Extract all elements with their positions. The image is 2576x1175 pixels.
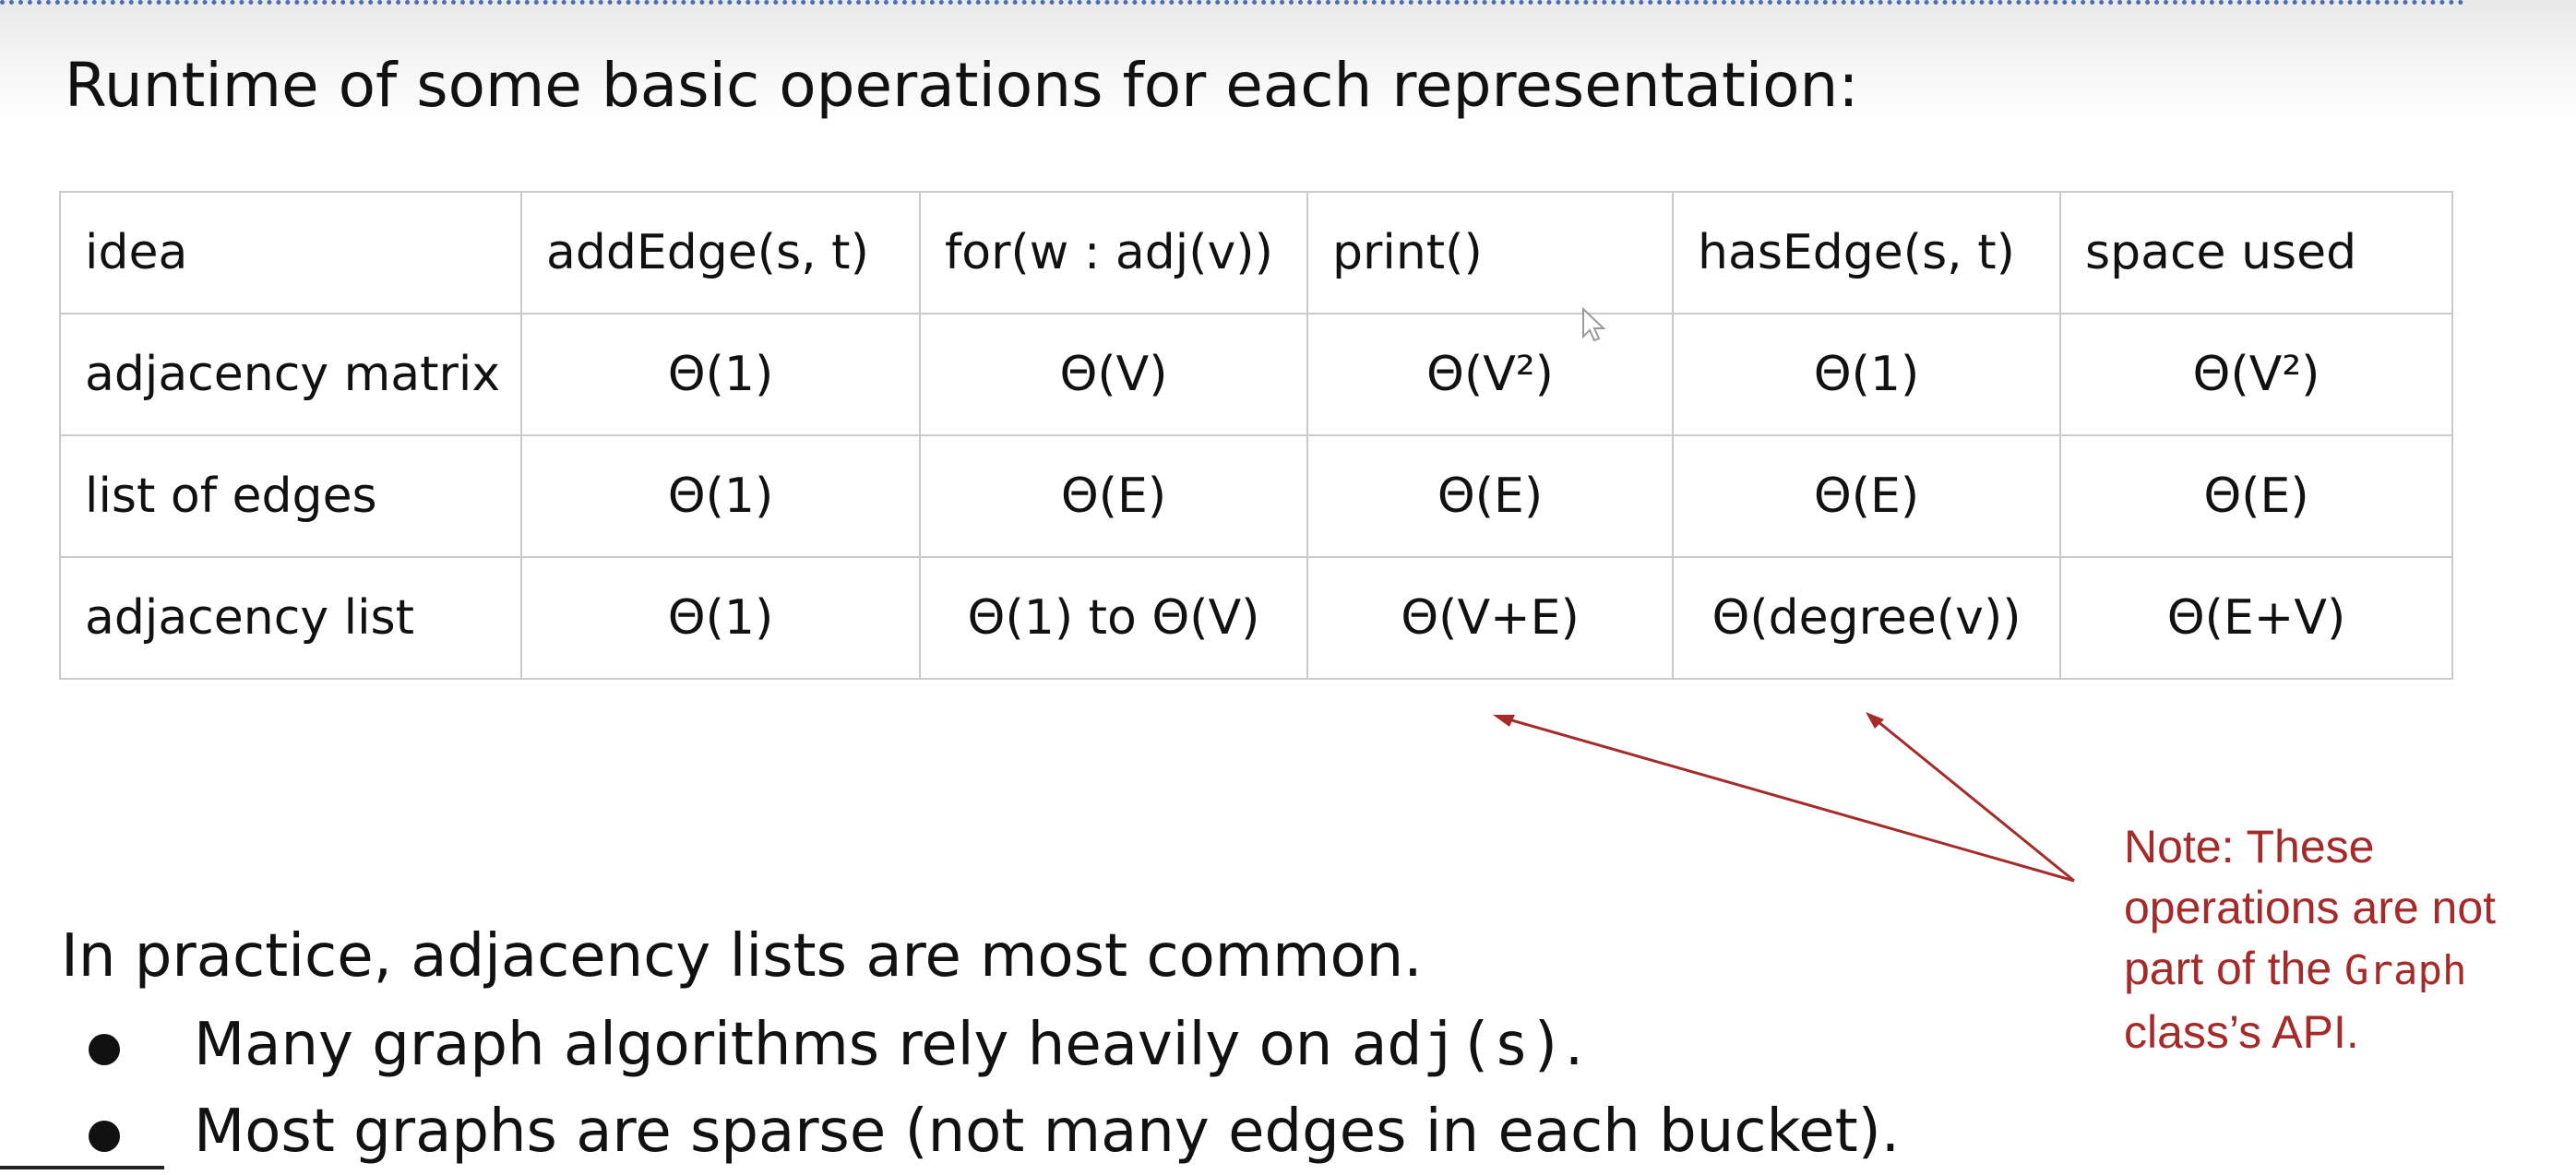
row-label: adjacency matrix	[59, 313, 522, 436]
header-cell: for(w : adj(v))	[919, 191, 1308, 315]
arrow-head	[1866, 712, 1884, 729]
bullet-item: Many graph algorithms rely heavily on ad…	[0, 1002, 1900, 1088]
dotted-rule	[0, 0, 2465, 5]
header-cell: hasEdge(s, t)	[1672, 191, 2061, 315]
table-cell: Θ(1)	[520, 313, 921, 436]
bullet-dot-icon	[89, 1121, 120, 1152]
table-cell: Θ(degree(v))	[1672, 556, 2061, 680]
table-cell: Θ(E)	[1672, 434, 2061, 558]
mouse-cursor-icon	[1582, 306, 1606, 342]
bullet-dot-icon	[89, 1034, 120, 1065]
table-cell: Θ(V)	[919, 313, 1308, 436]
header-cell: idea	[59, 191, 522, 315]
arrow-to-hasedge-column	[1872, 716, 2075, 883]
bullet-list: Many graph algorithms rely heavily on ad…	[0, 1002, 1900, 1175]
arrow-head	[1493, 715, 1515, 727]
note-text-end: class’s API.	[2124, 1006, 2359, 1058]
table-row: list of edges Θ(1) Θ(E) Θ(E) Θ(E) Θ(E)	[59, 434, 2453, 558]
slide-header-band	[0, 0, 2576, 120]
table-cell: Θ(1) to Θ(V)	[919, 556, 1308, 680]
table-cell: Θ(1)	[520, 556, 921, 680]
arrow-to-print-column	[1501, 716, 2075, 883]
note-text: Note: These operations are not part of t…	[2124, 821, 2497, 994]
table-cell: Θ(1)	[520, 434, 921, 558]
table-cell: Θ(E+V)	[2059, 556, 2453, 680]
header-cell: space used	[2059, 191, 2453, 315]
note-class-name: Graph	[2344, 947, 2467, 994]
slide-title: Runtime of some basic operations for eac…	[65, 50, 1859, 121]
bullet-text: Most graphs are sparse (not many edges i…	[194, 1098, 1901, 1166]
bottom-edge-bar	[0, 1166, 164, 1169]
row-label: list of edges	[59, 434, 522, 558]
table-cell: Θ(V²)	[2059, 313, 2453, 436]
bullet-item: Most graphs are sparse (not many edges i…	[0, 1088, 1900, 1175]
table-header-row: idea addEdge(s, t) for(w : adj(v)) print…	[59, 191, 2453, 315]
api-note: Note: These operations are not part of t…	[2124, 816, 2548, 1062]
table-row: adjacency matrix Θ(1) Θ(V) Θ(V²) Θ(1) Θ(…	[59, 313, 2453, 436]
header-cell: addEdge(s, t)	[520, 191, 921, 315]
table-cell: Θ(1)	[1672, 313, 2061, 436]
table-cell: Θ(V²)	[1306, 313, 1674, 436]
bullet-text: Many graph algorithms rely heavily on	[194, 1011, 1352, 1079]
table-cell: Θ(E)	[2059, 434, 2453, 558]
table-row: adjacency list Θ(1) Θ(1) to Θ(V) Θ(V+E) …	[59, 556, 2453, 680]
bullet-code: adj(s)	[1351, 1011, 1565, 1079]
header-cell: print()	[1306, 191, 1674, 315]
runtime-table: idea addEdge(s, t) for(w : adj(v)) print…	[59, 191, 2453, 680]
bullet-punct: .	[1564, 1011, 1584, 1079]
table-cell: Θ(E)	[919, 434, 1308, 558]
table-cell: Θ(V+E)	[1306, 556, 1674, 680]
table-cell: Θ(E)	[1306, 434, 1674, 558]
practice-heading: In practice, adjacency lists are most co…	[61, 922, 1423, 991]
row-label: adjacency list	[59, 556, 522, 680]
